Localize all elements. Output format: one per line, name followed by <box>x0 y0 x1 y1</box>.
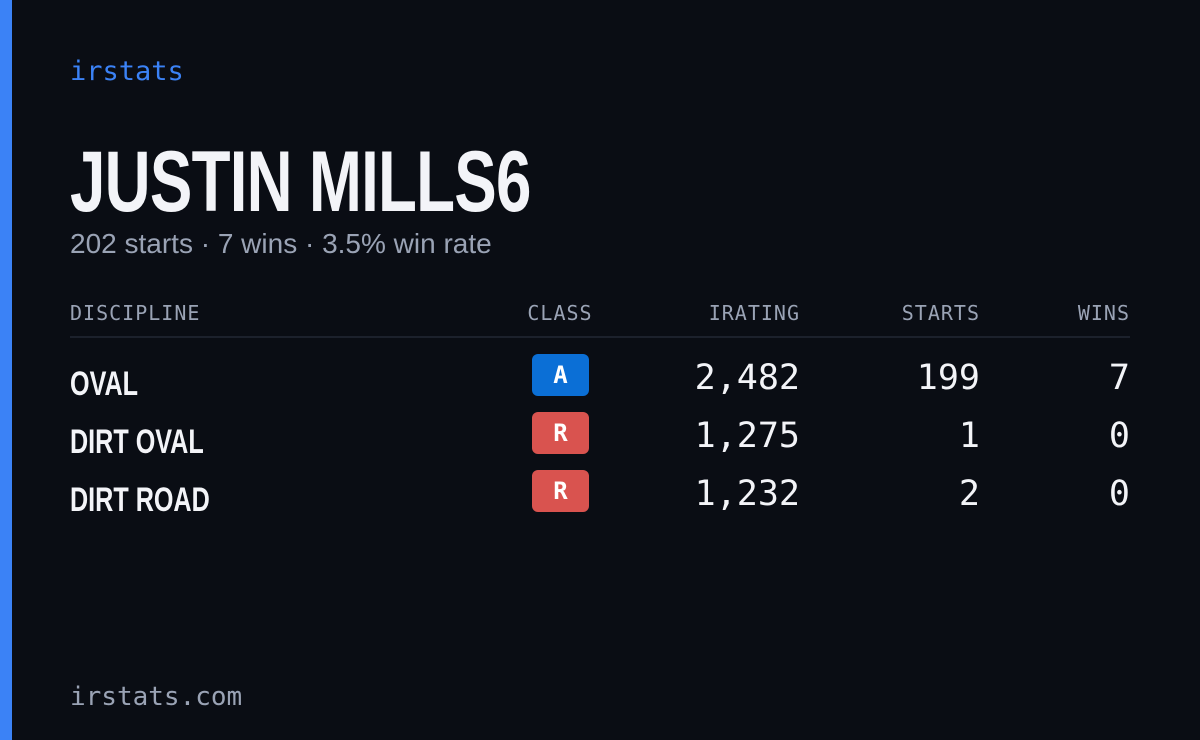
header-rule <box>70 336 1130 338</box>
wins: 0 <box>1108 416 1130 456</box>
class-badge: A <box>532 354 589 396</box>
class-badge: R <box>532 470 589 512</box>
irating: 1,275 <box>694 416 800 456</box>
player-name: JUSTIN MILLS6 <box>70 134 531 230</box>
discipline: OVAL <box>70 365 139 403</box>
header-discipline: DISCIPLINE <box>70 301 201 325</box>
header-starts: STARTS <box>901 301 980 325</box>
irating: 2,482 <box>694 358 800 398</box>
discipline: DIRT ROAD <box>70 481 210 519</box>
header-irating: IRATING <box>708 301 800 325</box>
header-wins: WINS <box>1077 301 1130 325</box>
footer-url: irstats.com <box>70 682 243 712</box>
wins: 7 <box>1108 358 1130 398</box>
starts: 199 <box>916 358 980 398</box>
summary: 202 starts · 7 wins · 3.5% win rate <box>70 228 492 259</box>
class-badge: R <box>532 412 589 454</box>
accent-bar <box>0 0 12 740</box>
starts: 2 <box>958 474 980 514</box>
brand: irstats <box>70 56 184 87</box>
irating: 1,232 <box>694 474 800 514</box>
discipline: DIRT OVAL <box>70 423 204 461</box>
starts: 1 <box>958 416 980 456</box>
wins: 0 <box>1108 474 1130 514</box>
header-class: CLASS <box>527 301 593 325</box>
